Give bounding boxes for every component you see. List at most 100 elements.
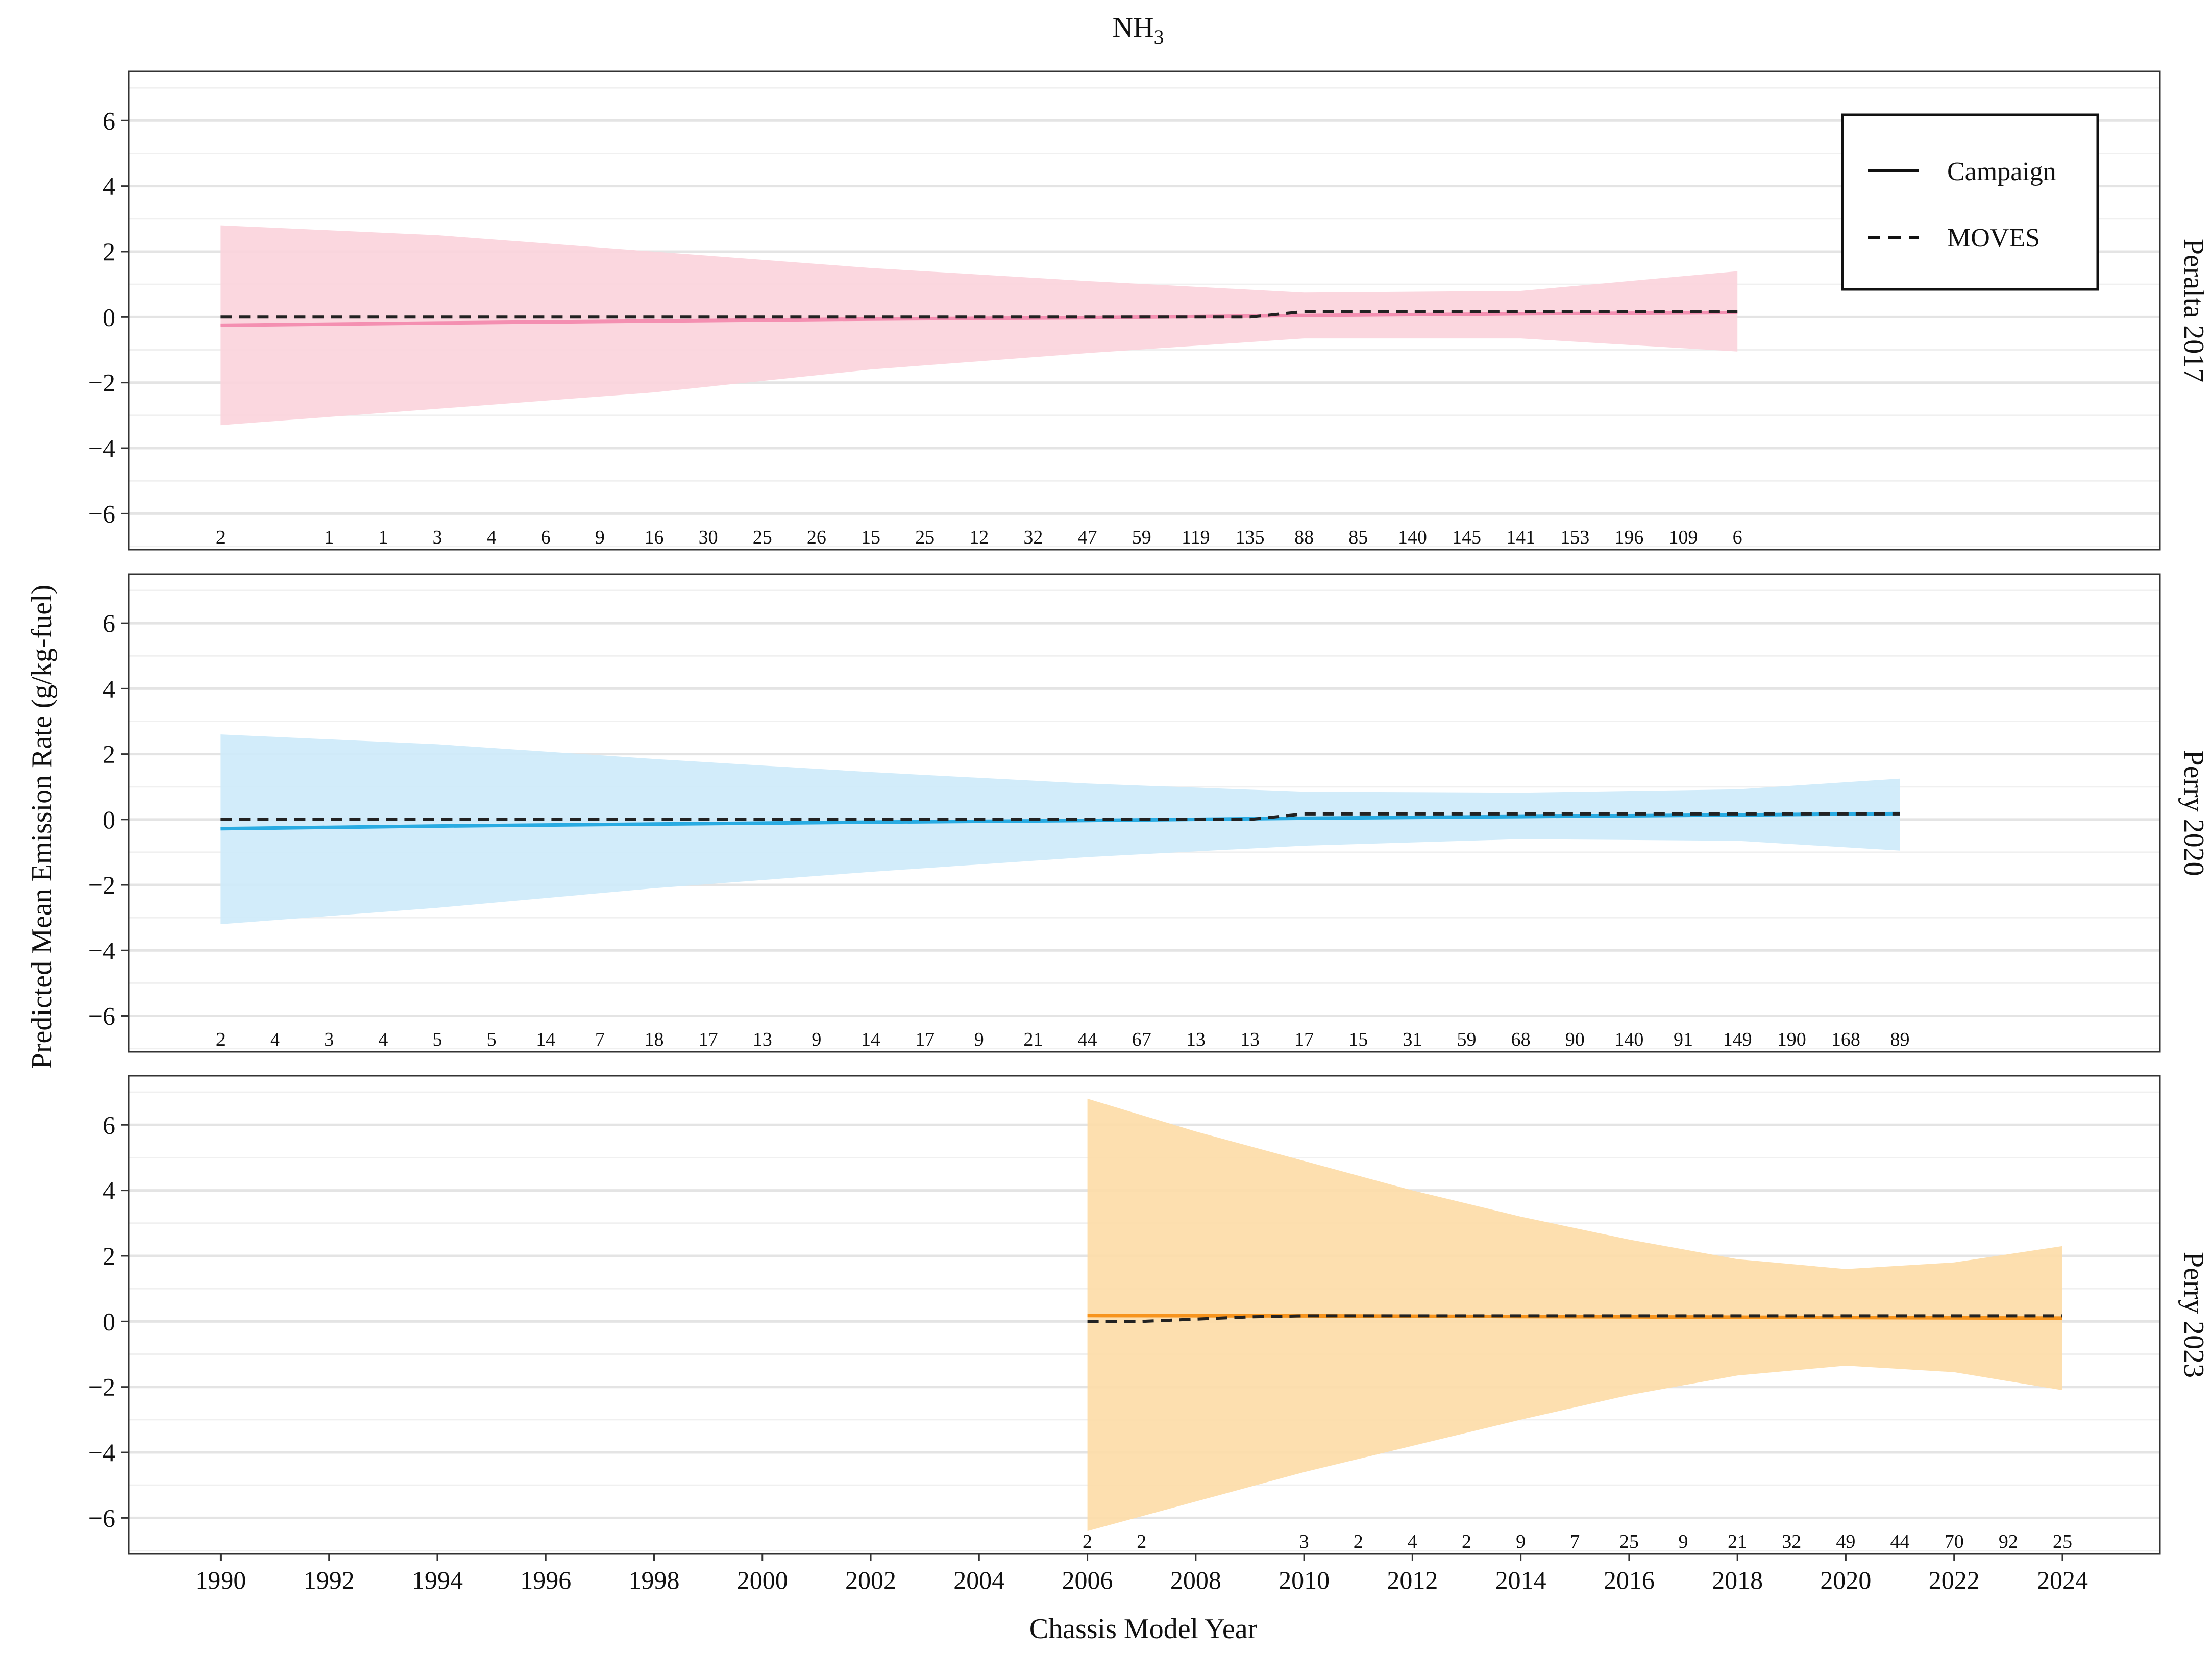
panels-group: 2 1 1 3 4 6 9 16 30 25 26 15 25 12 32 47 59 119 135 88 85 140… xyxy=(88,70,2209,1555)
count-label: 85 xyxy=(1348,527,1368,548)
x-tick-label: 2008 xyxy=(1170,1566,1221,1594)
x-tick-label: 2016 xyxy=(1604,1566,1655,1594)
count-label: 31 xyxy=(1403,1029,1422,1050)
count-label: 14 xyxy=(536,1029,555,1050)
count-label: 26 xyxy=(807,527,826,548)
y-tick-label: 4 xyxy=(103,674,115,703)
moves-line xyxy=(220,812,1900,821)
count-label: 3 xyxy=(432,527,442,548)
count-label: 141 xyxy=(1506,527,1535,548)
y-tick-label: −2 xyxy=(88,871,115,899)
x-tick-label: 2020 xyxy=(1820,1566,1871,1594)
legend-label: MOVES xyxy=(1947,224,2040,253)
count-label: 196 xyxy=(1614,527,1643,548)
legend-label: Campaign xyxy=(1947,157,2056,186)
strip-label: Peralta 2017 xyxy=(2178,239,2209,382)
count-label: 140 xyxy=(1398,527,1427,548)
count-label: 32 xyxy=(1782,1531,1801,1552)
count-label: 17 xyxy=(699,1029,718,1050)
confidence-band xyxy=(220,734,1900,924)
count-label: 6 xyxy=(1733,527,1742,548)
count-label: 2 xyxy=(216,1029,226,1050)
y-tick-label: 6 xyxy=(103,1110,115,1139)
x-tick-label: 1998 xyxy=(628,1566,679,1594)
count-label: 5 xyxy=(487,1029,497,1050)
count-label: 4 xyxy=(1408,1531,1417,1552)
count-label: 9 xyxy=(812,1029,821,1050)
count-label: 7 xyxy=(1570,1531,1580,1552)
count-label: 90 xyxy=(1565,1029,1585,1050)
y-tick-label: 2 xyxy=(103,740,115,769)
y-tick-label: 6 xyxy=(103,609,115,637)
panel-border xyxy=(128,70,2161,551)
y-tick-label: −2 xyxy=(88,368,115,397)
x-tick-label: 2006 xyxy=(1062,1566,1113,1594)
count-label: 2 xyxy=(216,527,226,548)
count-label: 190 xyxy=(1777,1029,1806,1050)
x-tick-label: 1994 xyxy=(412,1566,463,1594)
count-label: 12 xyxy=(969,527,989,548)
x-tick-label: 1992 xyxy=(304,1566,355,1594)
strip-label: Perry 2020 xyxy=(2178,750,2209,876)
count-label: 68 xyxy=(1511,1029,1531,1050)
moves-line xyxy=(1087,1314,2062,1323)
count-label: 89 xyxy=(1890,1029,1910,1050)
count-label: 91 xyxy=(1674,1029,1693,1050)
y-tick-label: −6 xyxy=(88,499,115,528)
x-tick-label: 2004 xyxy=(953,1566,1004,1594)
y-tick-label: 0 xyxy=(103,303,115,331)
count-label: 92 xyxy=(1999,1531,2018,1552)
x-tick-label: 2022 xyxy=(1929,1566,1980,1594)
panel-1: 2 1 1 3 4 6 9 16 30 25 26 15 25 12 32 47 59 119 135 88 85 140… xyxy=(88,70,2209,551)
count-label: 145 xyxy=(1452,527,1481,548)
y-tick-label: −6 xyxy=(88,1503,115,1532)
chart-title-subscript: 3 xyxy=(1153,26,1164,48)
count-label: 2 xyxy=(1083,1531,1092,1552)
y-tick-label: −4 xyxy=(88,936,115,965)
count-label: 44 xyxy=(1078,1029,1097,1050)
y-axis-title: Predicted Mean Emission Rate (g/kg-fuel) xyxy=(26,585,58,1069)
count-label: 70 xyxy=(1945,1531,1964,1552)
count-label: 88 xyxy=(1294,527,1314,548)
count-label: 9 xyxy=(1516,1531,1526,1552)
count-label: 140 xyxy=(1614,1029,1643,1050)
count-label: 13 xyxy=(753,1029,772,1050)
count-label: 17 xyxy=(915,1029,935,1050)
count-label: 15 xyxy=(861,527,880,548)
y-tick-label: 0 xyxy=(103,805,115,834)
x-tick-label: 2024 xyxy=(2037,1566,2088,1594)
count-label: 2 xyxy=(1354,1531,1363,1552)
panel-data xyxy=(220,734,1900,924)
count-label: 18 xyxy=(644,1029,663,1050)
count-label: 9 xyxy=(974,1029,984,1050)
count-label: 119 xyxy=(1182,527,1210,548)
count-label: 4 xyxy=(378,1029,388,1050)
x-tick-label: 1990 xyxy=(195,1566,246,1594)
confidence-band xyxy=(220,225,1738,426)
panel-2: 2 4 3 4 5 5 14 7 18 17 13 9 14 17 9 21 44 67 13 13 17 15 31 59 6… xyxy=(88,573,2209,1053)
y-tick-label: −2 xyxy=(88,1373,115,1401)
x-tick-label: 2010 xyxy=(1279,1566,1330,1594)
count-label: 25 xyxy=(1619,1531,1639,1552)
y-tick-label: 2 xyxy=(103,1242,115,1270)
y-tick-label: 2 xyxy=(103,237,115,266)
panel-data xyxy=(1087,1098,2063,1532)
count-label: 9 xyxy=(595,527,605,548)
count-label: 168 xyxy=(1831,1029,1860,1050)
chart-title: NH3 xyxy=(1113,12,1164,48)
count-label: 44 xyxy=(1890,1531,1910,1552)
y-tick-label: 0 xyxy=(103,1307,115,1336)
count-label: 135 xyxy=(1235,527,1264,548)
y-tick-label: 6 xyxy=(103,106,115,135)
count-label: 5 xyxy=(432,1029,442,1050)
count-label: 13 xyxy=(1240,1029,1260,1050)
panel-border xyxy=(128,1075,2161,1555)
count-label: 1 xyxy=(324,527,334,548)
count-label: 21 xyxy=(1023,1029,1043,1050)
count-label: 7 xyxy=(595,1029,605,1050)
count-label: 1 xyxy=(378,527,388,548)
count-label: 30 xyxy=(699,527,718,548)
strip-label: Perry 2023 xyxy=(2178,1252,2209,1378)
x-tick-label: 2000 xyxy=(737,1566,788,1594)
